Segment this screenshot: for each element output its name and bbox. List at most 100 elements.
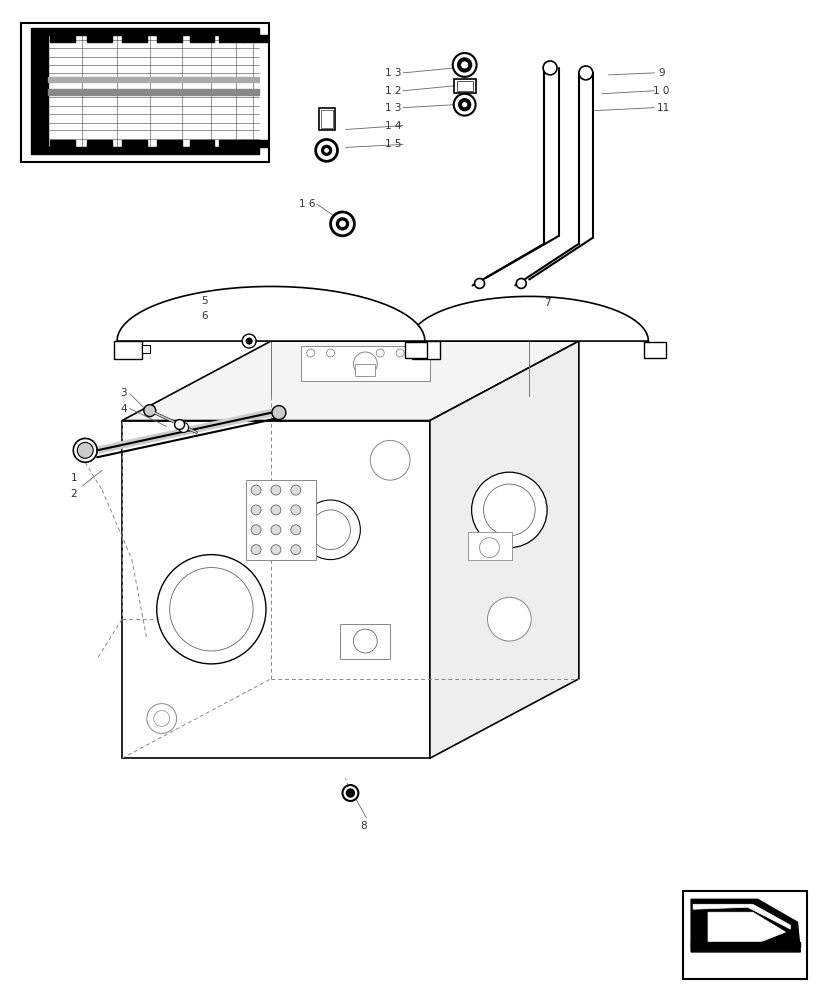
Circle shape — [324, 148, 328, 152]
Text: 1 0: 1 0 — [653, 86, 669, 96]
Circle shape — [461, 102, 467, 108]
Circle shape — [483, 484, 534, 536]
Circle shape — [543, 61, 557, 75]
Circle shape — [479, 538, 499, 558]
Polygon shape — [87, 140, 112, 147]
Bar — [467, 532, 512, 560]
Polygon shape — [49, 89, 259, 95]
Circle shape — [271, 406, 285, 420]
Circle shape — [251, 505, 261, 515]
Bar — [457, 81, 472, 91]
Bar — [300, 346, 429, 381]
Polygon shape — [122, 421, 429, 758]
Bar — [643, 342, 666, 358]
Polygon shape — [117, 286, 424, 341]
Text: 1 3: 1 3 — [385, 103, 401, 113]
Circle shape — [74, 438, 97, 462]
Bar — [320, 110, 332, 128]
Polygon shape — [31, 28, 259, 35]
Text: 7: 7 — [543, 298, 550, 308]
Text: 1 2: 1 2 — [385, 86, 401, 96]
Circle shape — [174, 420, 184, 429]
Circle shape — [246, 338, 251, 344]
Circle shape — [460, 61, 468, 69]
Polygon shape — [122, 35, 146, 42]
Circle shape — [395, 349, 404, 357]
Bar — [318, 108, 334, 130]
Circle shape — [290, 485, 300, 495]
Circle shape — [156, 555, 265, 664]
Polygon shape — [219, 140, 244, 147]
Circle shape — [306, 349, 314, 357]
Bar — [355, 364, 375, 376]
Circle shape — [452, 53, 476, 77]
Circle shape — [251, 525, 261, 535]
Text: 1 6: 1 6 — [299, 199, 315, 209]
Bar — [141, 345, 150, 353]
Polygon shape — [189, 35, 214, 42]
Circle shape — [487, 597, 531, 641]
Bar — [340, 624, 390, 659]
Polygon shape — [243, 140, 268, 147]
Polygon shape — [156, 140, 181, 147]
Circle shape — [77, 442, 93, 458]
Circle shape — [330, 212, 354, 236]
Circle shape — [270, 505, 280, 515]
Circle shape — [578, 66, 592, 80]
Polygon shape — [87, 35, 112, 42]
Circle shape — [375, 349, 384, 357]
Text: 8: 8 — [360, 821, 366, 831]
Polygon shape — [691, 942, 800, 947]
Circle shape — [270, 525, 280, 535]
Polygon shape — [50, 140, 75, 147]
Text: 3: 3 — [120, 388, 127, 398]
Circle shape — [270, 485, 280, 495]
Polygon shape — [429, 341, 578, 758]
Text: 2: 2 — [70, 489, 77, 499]
Polygon shape — [409, 296, 648, 341]
Polygon shape — [50, 35, 75, 42]
Circle shape — [353, 629, 377, 653]
Text: 4: 4 — [120, 404, 127, 414]
Circle shape — [471, 472, 547, 548]
Circle shape — [290, 505, 300, 515]
Bar — [682, 891, 806, 979]
Polygon shape — [31, 35, 49, 147]
Circle shape — [154, 711, 170, 726]
Circle shape — [458, 99, 470, 111]
Polygon shape — [691, 899, 800, 952]
Polygon shape — [219, 35, 244, 42]
Circle shape — [370, 440, 409, 480]
Text: 5: 5 — [201, 296, 208, 306]
Circle shape — [290, 545, 300, 555]
Circle shape — [342, 785, 358, 801]
Polygon shape — [122, 140, 146, 147]
Circle shape — [353, 352, 377, 376]
Circle shape — [326, 349, 334, 357]
Circle shape — [270, 545, 280, 555]
Circle shape — [251, 485, 261, 495]
Circle shape — [457, 58, 471, 72]
Circle shape — [339, 221, 345, 227]
Circle shape — [310, 510, 350, 550]
Polygon shape — [189, 140, 214, 147]
Bar — [246, 480, 315, 560]
Polygon shape — [156, 35, 181, 42]
Circle shape — [170, 568, 253, 651]
Circle shape — [474, 278, 484, 288]
Circle shape — [179, 423, 189, 432]
Circle shape — [336, 218, 348, 230]
Circle shape — [321, 145, 331, 155]
Bar — [114, 341, 141, 359]
Bar — [412, 341, 439, 359]
Text: 1 5: 1 5 — [385, 139, 401, 149]
Circle shape — [144, 405, 155, 417]
Circle shape — [516, 278, 526, 288]
Circle shape — [241, 334, 256, 348]
Circle shape — [146, 704, 176, 733]
Text: 9: 9 — [657, 68, 664, 78]
Polygon shape — [31, 147, 259, 154]
Circle shape — [251, 545, 261, 555]
Text: 1: 1 — [70, 473, 77, 483]
Text: 1 4: 1 4 — [385, 121, 401, 131]
